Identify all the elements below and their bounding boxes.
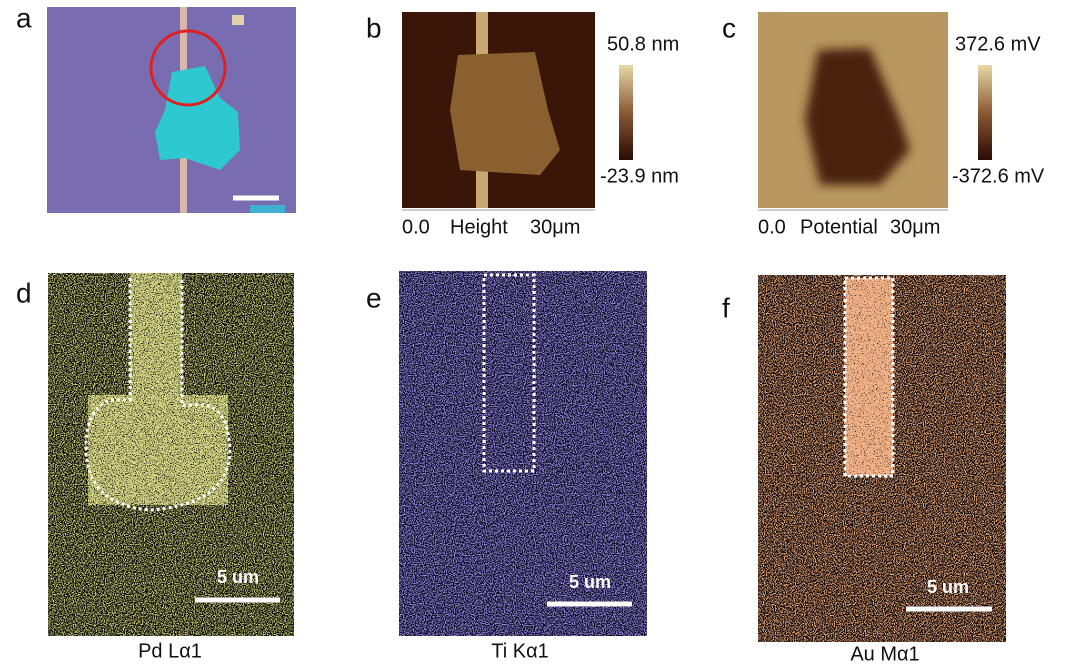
figure: a 50.8 nm -23.9 nm 0.0 Height 30μm b 372… <box>0 0 1068 664</box>
panel-label: a <box>16 2 32 33</box>
eds-signal <box>88 395 228 505</box>
caption: Pd Lα1 <box>138 640 202 662</box>
axis-end: 30μm <box>530 216 580 238</box>
caption: Au Mα1 <box>850 643 919 664</box>
panel-c: 372.6 mV -372.6 mV 0.0 Potential 30μm c <box>722 12 1045 238</box>
panel-label: e <box>366 282 382 313</box>
panel-a: a <box>16 2 296 213</box>
panel-label: f <box>722 292 730 323</box>
scale-bar-label: 5 um <box>217 567 259 587</box>
panel-label: d <box>16 277 32 308</box>
panel-f: 5 um Au Mα1 f <box>722 275 1006 664</box>
colorbar-min: -23.9 nm <box>600 165 679 187</box>
debris <box>250 205 285 213</box>
panel-b: 50.8 nm -23.9 nm 0.0 Height 30μm b <box>366 12 679 238</box>
axis-name: Potential <box>800 216 878 238</box>
colorbar <box>978 65 992 160</box>
panel-d: 5 um Pd Lα1 d <box>16 273 294 662</box>
eds-signal <box>845 278 893 476</box>
axis-end: 30μm <box>890 216 940 238</box>
debris <box>232 15 244 25</box>
axis-start: 0.0 <box>758 216 786 238</box>
colorbar-max: 372.6 mV <box>955 33 1041 55</box>
eds-signal <box>130 273 182 403</box>
panel-label: c <box>722 12 736 43</box>
colorbar <box>619 65 633 160</box>
axis-start: 0.0 <box>402 216 430 238</box>
colorbar-max: 50.8 nm <box>607 33 679 55</box>
caption: Ti Kα1 <box>491 640 549 662</box>
colorbar-min: -372.6 mV <box>952 165 1045 187</box>
scale-bar-label: 5 um <box>927 577 969 597</box>
panel-e: 5 um Ti Kα1 e <box>366 271 647 662</box>
panel-label: b <box>366 12 382 43</box>
scale-bar-label: 5 um <box>569 572 611 592</box>
axis-name: Height <box>450 216 508 238</box>
